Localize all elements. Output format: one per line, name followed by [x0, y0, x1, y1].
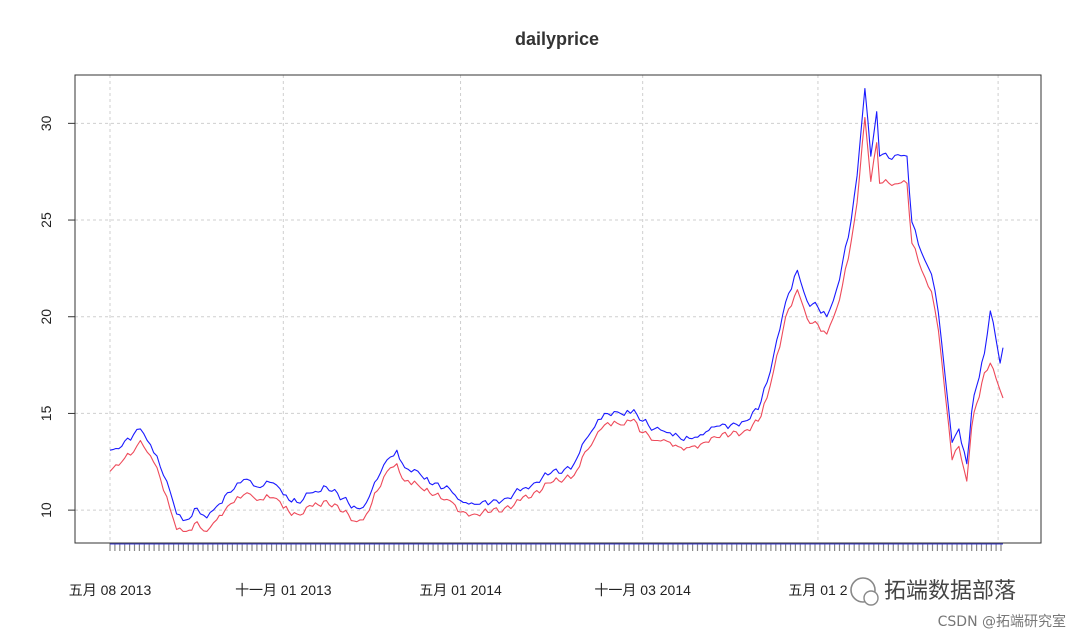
watermark-brand: 拓端数据部落 — [884, 579, 1016, 604]
watermark: 拓端数据部落 CSDN @拓端研究室 — [850, 577, 1066, 630]
plot-frame — [74, 74, 1042, 544]
x-tick-label: 五月 01 2014 — [419, 582, 502, 598]
price-series — [109, 87, 1004, 532]
y-tick-label: 20 — [38, 309, 54, 325]
wechat-icon-bubble — [863, 590, 879, 606]
watermark-credit: CSDN @拓端研究室 — [938, 613, 1066, 630]
date-rug — [109, 543, 1003, 551]
y-tick-label: 25 — [38, 212, 54, 228]
grid-lines — [75, 75, 1041, 543]
y-tick-label: 10 — [38, 502, 54, 518]
x-tick-label: 五月 08 2013 — [69, 582, 152, 598]
x-tick-label: 十一月 03 2014 — [594, 582, 691, 598]
y-tick-label: 15 — [38, 405, 54, 421]
series-line-red — [109, 116, 1004, 532]
y-tick-label: 30 — [38, 115, 54, 131]
x-tick-label: 五月 01 2 — [788, 582, 847, 598]
rug-ticks — [109, 543, 1002, 551]
series-line-blue — [109, 87, 1004, 522]
wechat-icon — [850, 577, 876, 603]
x-tick-label: 十一月 01 2013 — [235, 582, 332, 598]
y-axis: 10 15 20 25 30 — [38, 115, 75, 518]
chart-title: dailyprice — [515, 29, 599, 49]
x-axis: 五月 08 2013 十一月 01 2013 五月 01 2014 十一月 03 20… — [69, 582, 848, 598]
